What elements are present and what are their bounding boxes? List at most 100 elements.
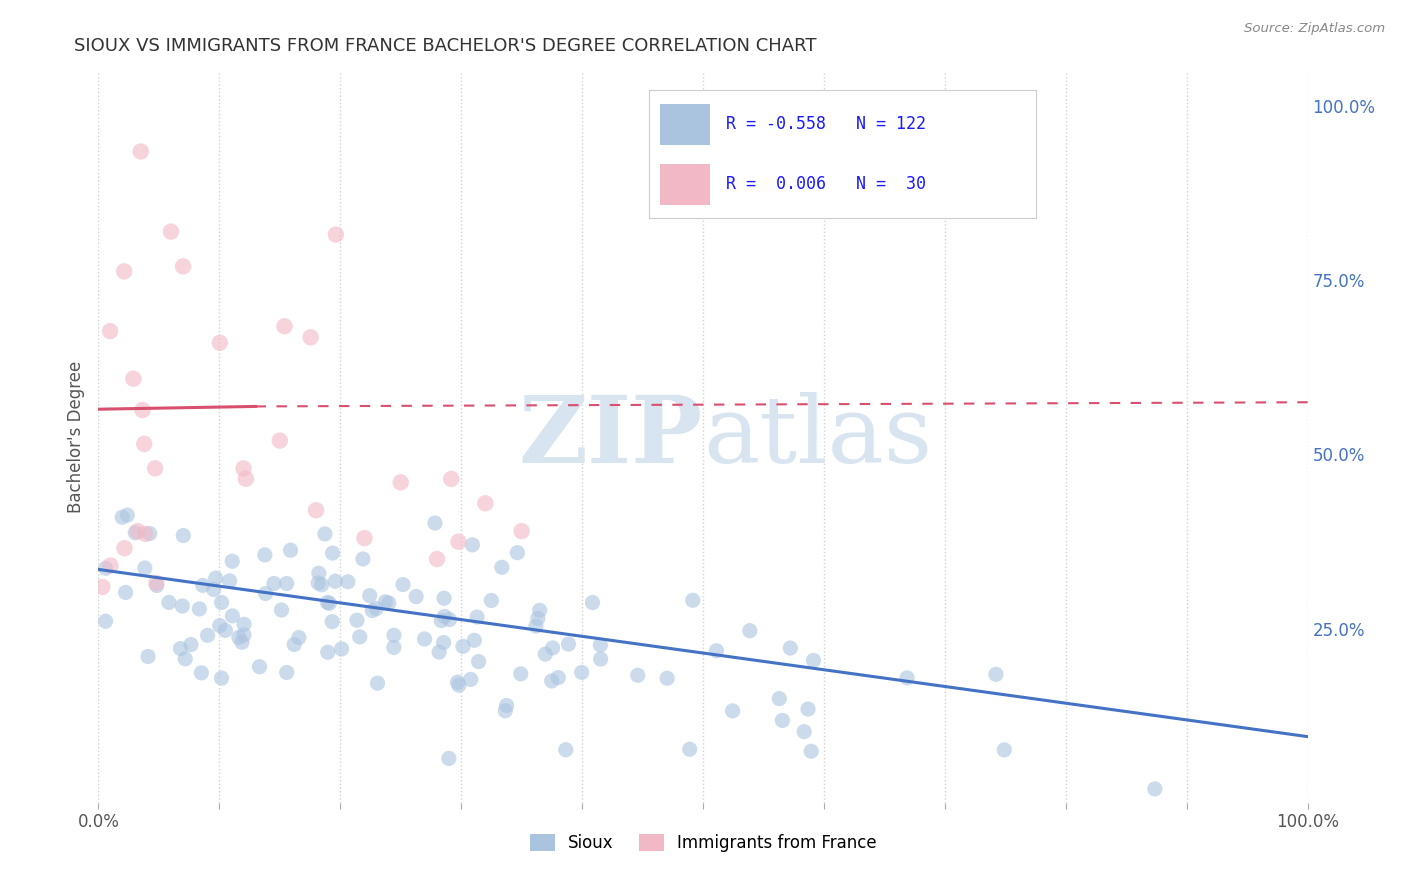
Point [235, 472, 257, 486]
Point [439, 613, 461, 627]
Point [100, 558, 122, 573]
Point [112, 264, 135, 278]
Point [169, 641, 191, 656]
Point [361, 603, 384, 617]
Point [98, 324, 121, 338]
Point [336, 574, 359, 589]
Point [253, 548, 276, 562]
Point [299, 330, 322, 344]
Point [273, 319, 295, 334]
Point [793, 724, 815, 739]
Point [491, 560, 513, 574]
Point [145, 576, 167, 591]
Point [208, 335, 231, 350]
Text: Source: ZipAtlas.com: Source: ZipAtlas.com [1244, 22, 1385, 36]
Point [318, 596, 340, 610]
Point [589, 652, 612, 666]
Text: SIOUX VS IMMIGRANTS FROM FRANCE BACHELOR'S DEGREE CORRELATION CHART: SIOUX VS IMMIGRANTS FROM FRANCE BACHELOR… [75, 37, 817, 54]
Point [447, 678, 470, 692]
Point [433, 609, 456, 624]
Point [374, 595, 396, 609]
Point [389, 475, 412, 490]
Point [896, 671, 918, 685]
Point [314, 527, 336, 541]
Point [276, 576, 298, 591]
Point [208, 618, 231, 632]
Point [131, 403, 153, 417]
Point [451, 640, 474, 654]
Point [283, 638, 305, 652]
Point [307, 576, 329, 591]
Point [392, 577, 415, 591]
Point [413, 632, 436, 646]
Point [1143, 781, 1166, 796]
Point [461, 538, 484, 552]
Point [138, 526, 160, 541]
Point [440, 472, 463, 486]
Point [174, 652, 197, 666]
Point [228, 631, 250, 645]
Point [529, 603, 551, 617]
Point [627, 668, 650, 682]
Point [325, 574, 347, 589]
Text: ZIP: ZIP [519, 392, 703, 482]
Point [779, 641, 801, 656]
Point [679, 742, 702, 756]
Point [571, 665, 593, 680]
Point [188, 602, 211, 616]
Point [124, 525, 146, 540]
Point [540, 673, 562, 688]
Point [382, 628, 405, 642]
Point [288, 631, 311, 645]
Point [305, 503, 328, 517]
Point [117, 508, 139, 522]
Point [367, 676, 389, 690]
Point [993, 743, 1015, 757]
Point [547, 671, 569, 685]
Point [437, 751, 460, 765]
Point [427, 645, 450, 659]
Y-axis label: Bachelor's Degree: Bachelor's Degree [66, 361, 84, 513]
Point [249, 659, 271, 673]
Point [254, 586, 277, 600]
Point [311, 578, 333, 592]
Point [321, 615, 343, 629]
Point [460, 673, 482, 687]
Point [430, 614, 453, 628]
Point [352, 552, 374, 566]
Point [218, 574, 240, 588]
Point [465, 610, 488, 624]
Point [447, 534, 470, 549]
Point [800, 744, 823, 758]
Point [446, 675, 468, 690]
Point [541, 640, 564, 655]
Point [172, 260, 194, 274]
Point [721, 704, 744, 718]
Point [122, 372, 145, 386]
Point [190, 665, 212, 680]
Point [197, 628, 219, 642]
Point [160, 225, 183, 239]
Point [180, 638, 202, 652]
Point [263, 576, 285, 591]
Point [433, 591, 456, 606]
Point [129, 145, 152, 159]
Point [479, 593, 502, 607]
Point [330, 642, 353, 657]
Point [127, 524, 149, 538]
Point [308, 566, 330, 581]
Point [509, 666, 531, 681]
Point [524, 619, 547, 633]
Point [353, 531, 375, 545]
Point [316, 645, 339, 659]
Point [114, 541, 136, 556]
Point [423, 516, 446, 530]
Point [280, 543, 302, 558]
Point [349, 630, 371, 644]
Point [474, 496, 496, 510]
Point [581, 596, 603, 610]
Point [527, 611, 550, 625]
Point [270, 603, 292, 617]
Point [768, 691, 790, 706]
Point [157, 595, 180, 609]
